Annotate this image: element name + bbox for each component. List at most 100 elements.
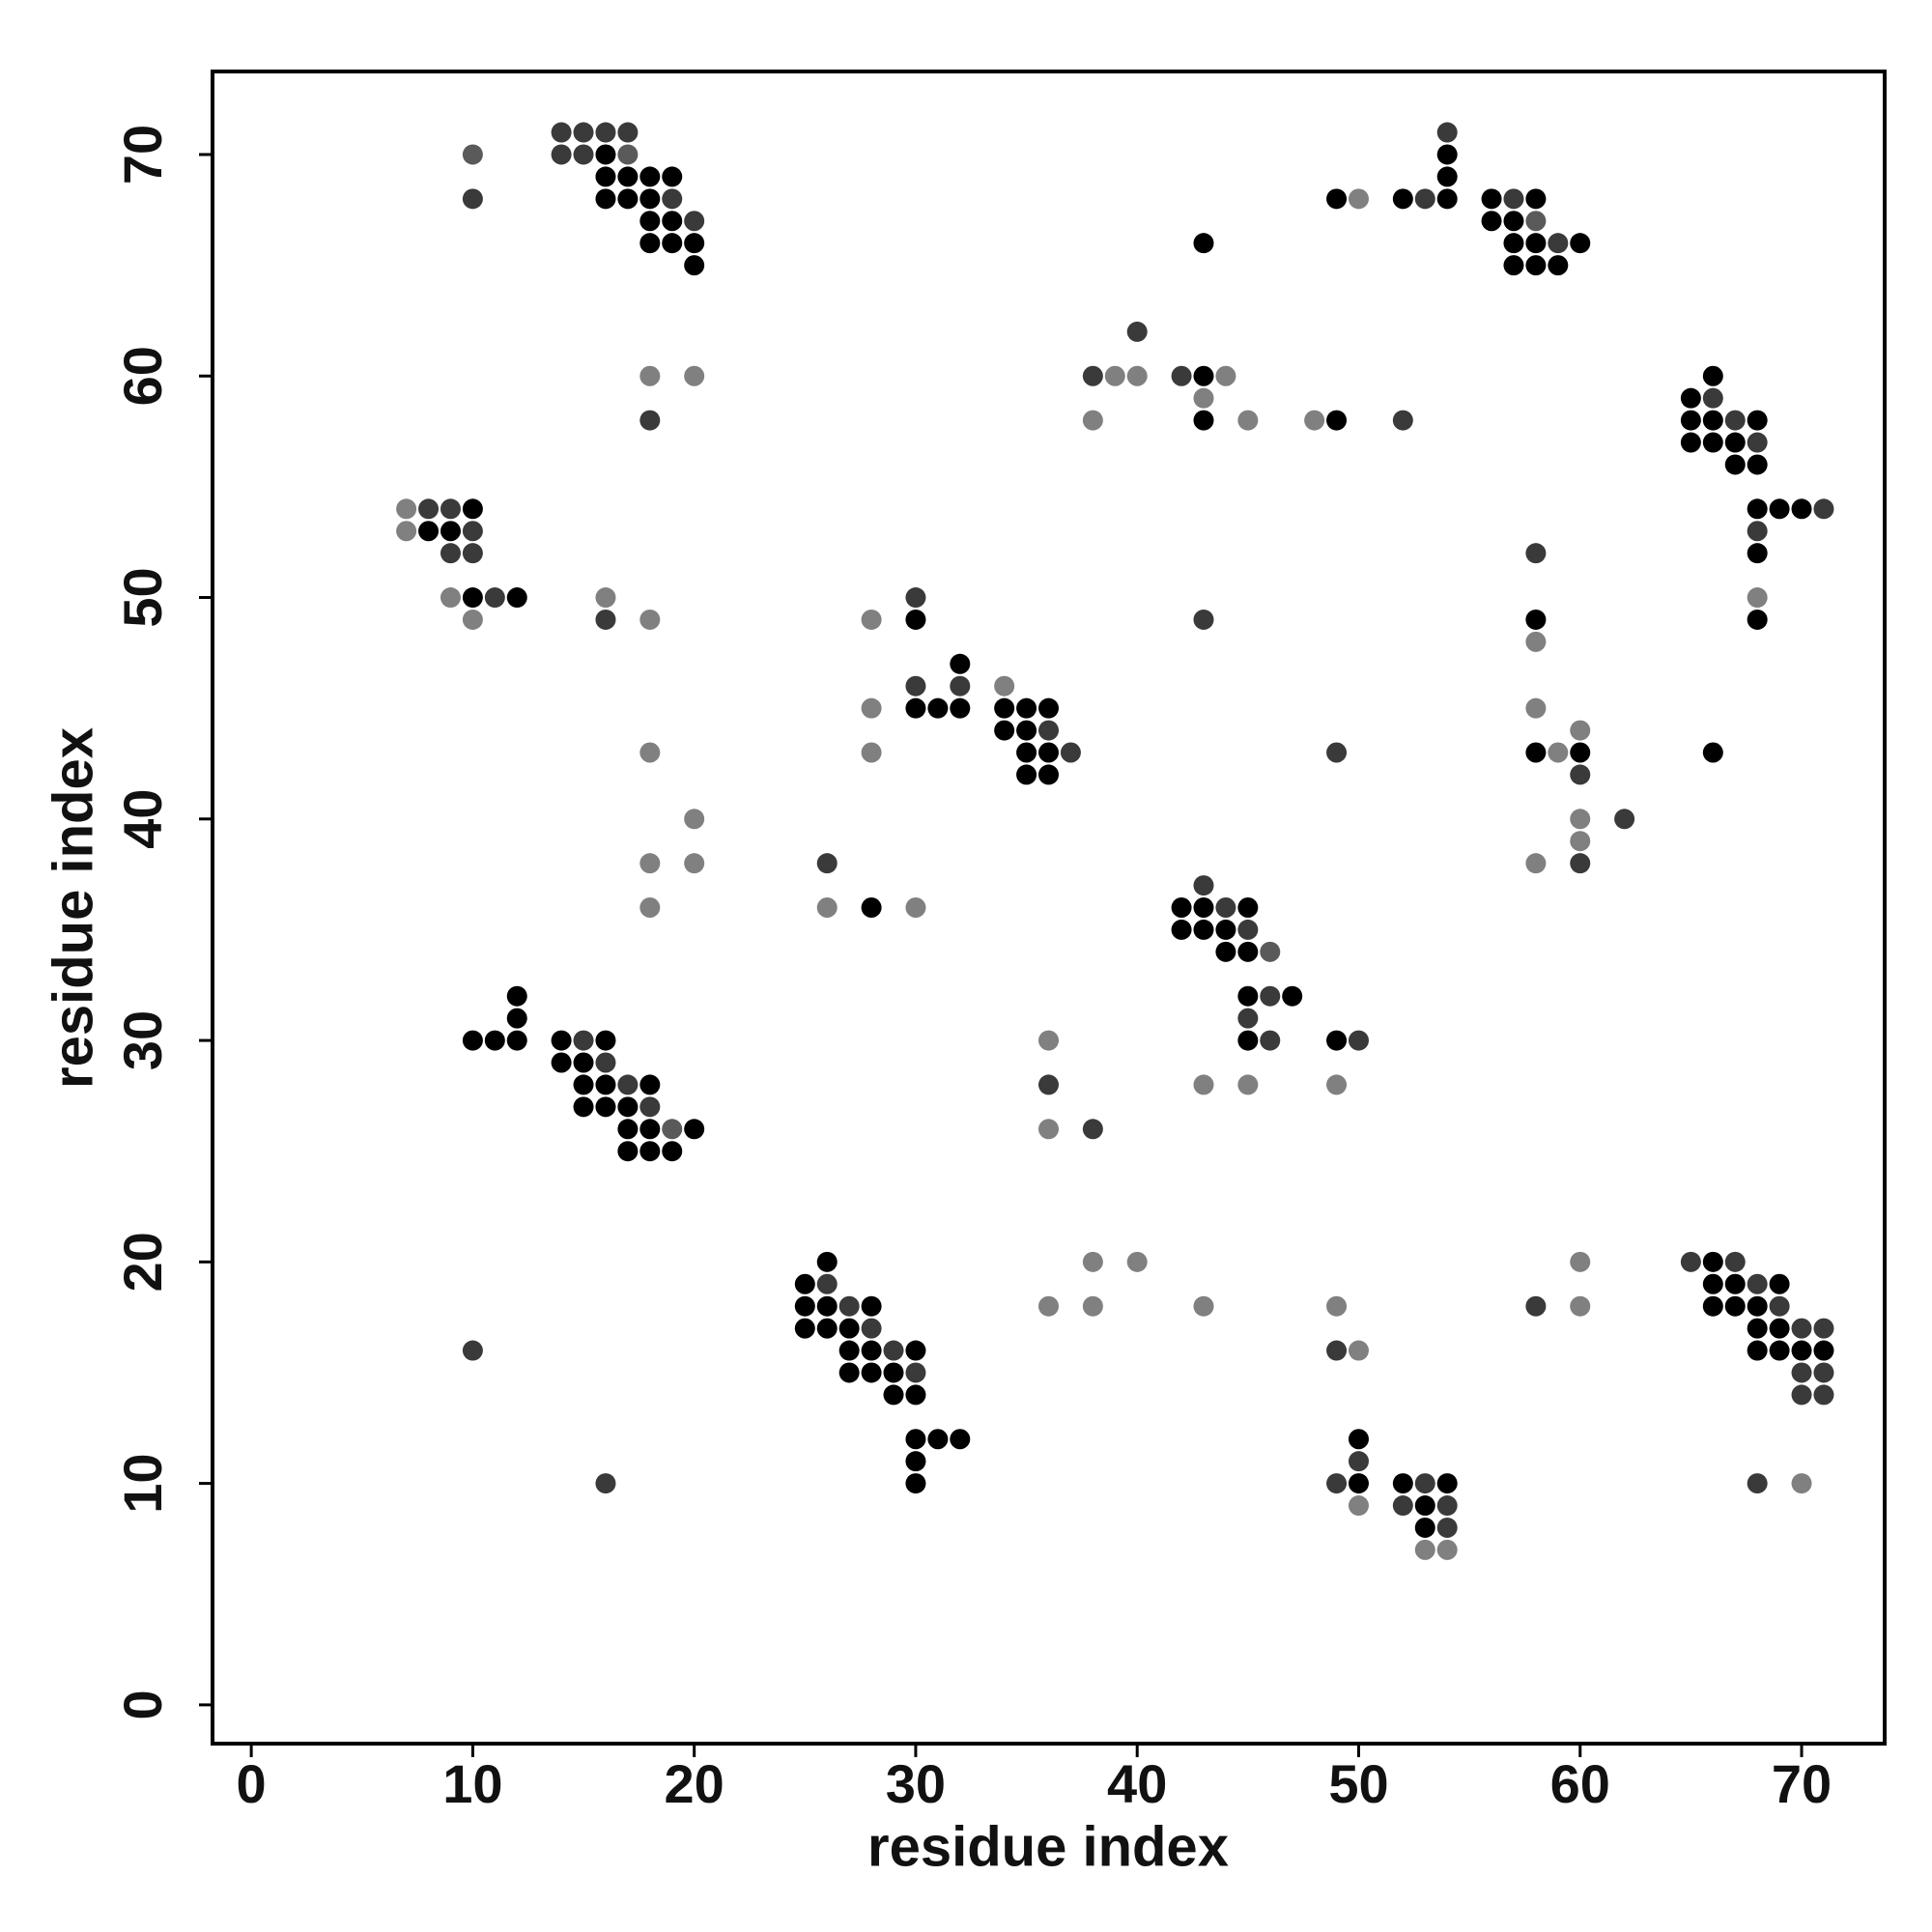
point <box>1747 410 1768 431</box>
point <box>1791 1384 1812 1406</box>
point <box>883 1362 904 1383</box>
point <box>1060 742 1081 763</box>
point <box>1016 697 1037 719</box>
point <box>573 144 594 165</box>
point <box>1791 1362 1812 1383</box>
point <box>1193 609 1214 630</box>
point <box>1570 853 1591 874</box>
point <box>684 809 705 830</box>
point <box>440 587 461 609</box>
point <box>462 609 483 630</box>
x-tick-label: 40 <box>1107 1753 1167 1814</box>
point <box>595 1473 616 1494</box>
point <box>440 521 461 542</box>
point <box>1104 365 1125 386</box>
point <box>1503 211 1524 232</box>
x-tick-label: 30 <box>886 1753 946 1814</box>
point <box>639 742 661 763</box>
x-tick-label: 50 <box>1328 1753 1388 1814</box>
point <box>1570 809 1591 830</box>
point <box>1747 1318 1768 1339</box>
point <box>1791 1340 1812 1361</box>
point <box>595 122 616 143</box>
point <box>1436 166 1458 187</box>
point <box>1614 809 1635 830</box>
point <box>1326 188 1348 210</box>
point <box>639 1074 661 1095</box>
point <box>883 1340 904 1361</box>
point <box>838 1318 860 1339</box>
x-axis-title: residue index <box>867 1815 1229 1878</box>
point <box>1724 432 1746 453</box>
point <box>1702 410 1723 431</box>
point <box>662 233 683 254</box>
point <box>1436 122 1458 143</box>
point <box>1171 897 1192 918</box>
point <box>1215 365 1236 386</box>
point <box>1548 255 1569 276</box>
point <box>1193 1074 1214 1095</box>
point <box>506 1030 527 1051</box>
point <box>1414 1495 1435 1517</box>
point <box>1237 985 1259 1007</box>
point <box>1769 1318 1790 1339</box>
point <box>484 1030 505 1051</box>
point <box>1680 410 1701 431</box>
point <box>1038 1295 1059 1317</box>
point <box>617 1119 639 1140</box>
point <box>1171 365 1192 386</box>
point <box>1769 1273 1790 1294</box>
point <box>1702 432 1723 453</box>
point <box>462 1340 483 1361</box>
point <box>1525 697 1547 719</box>
point <box>905 897 926 918</box>
point <box>1082 365 1103 386</box>
point <box>950 697 971 719</box>
point <box>617 144 639 165</box>
point <box>639 1096 661 1118</box>
point <box>994 675 1015 696</box>
point <box>927 1429 949 1450</box>
point <box>551 1052 572 1073</box>
point <box>639 609 661 630</box>
point <box>1503 233 1524 254</box>
point <box>617 1074 639 1095</box>
point <box>1724 1295 1746 1317</box>
point <box>1769 1295 1790 1317</box>
point <box>927 697 949 719</box>
point <box>838 1295 860 1317</box>
point <box>1525 233 1547 254</box>
point <box>1016 742 1037 763</box>
point <box>1813 1318 1834 1339</box>
point <box>816 1251 838 1272</box>
point <box>639 1141 661 1162</box>
point <box>1193 233 1214 254</box>
point <box>1481 188 1502 210</box>
point <box>1237 897 1259 918</box>
point <box>1304 410 1325 431</box>
point <box>617 188 639 210</box>
point <box>1082 1119 1103 1140</box>
point <box>1082 1251 1103 1272</box>
point <box>1724 454 1746 475</box>
point <box>1237 1074 1259 1095</box>
point <box>506 1008 527 1029</box>
point <box>1038 742 1059 763</box>
point <box>396 521 417 542</box>
point <box>1791 1318 1812 1339</box>
point <box>1747 1340 1768 1361</box>
point <box>1769 498 1790 520</box>
point <box>1237 410 1259 431</box>
point <box>1326 1074 1348 1095</box>
point <box>1193 875 1214 896</box>
point <box>1436 188 1458 210</box>
point <box>816 897 838 918</box>
x-tick-label: 70 <box>1772 1753 1832 1814</box>
point <box>1082 410 1103 431</box>
point <box>1326 742 1348 763</box>
point <box>1813 498 1834 520</box>
point <box>1392 188 1413 210</box>
point <box>1237 1030 1259 1051</box>
point <box>1747 543 1768 564</box>
point <box>573 1096 594 1118</box>
